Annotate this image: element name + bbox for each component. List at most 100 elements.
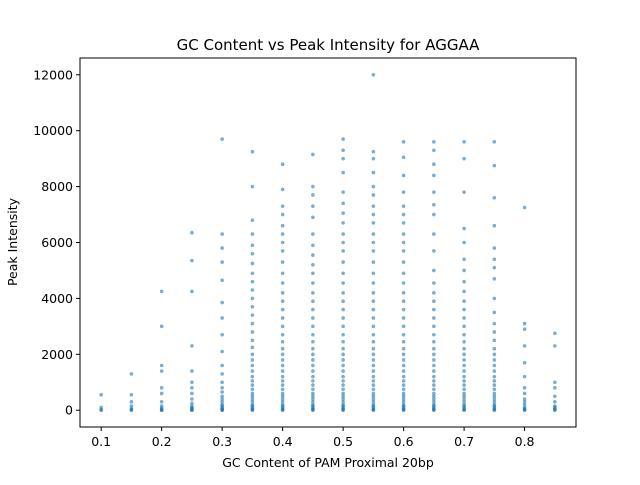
data-point (401, 232, 406, 236)
data-point (432, 400, 436, 404)
data-point (341, 394, 345, 399)
data-point (280, 387, 285, 392)
data-point (401, 379, 406, 383)
data-point (492, 379, 497, 383)
data-point (401, 387, 406, 392)
data-point (250, 251, 255, 256)
data-point (250, 338, 255, 343)
data-point (220, 246, 224, 250)
data-point (401, 402, 406, 407)
data-point (280, 369, 285, 373)
data-point (401, 332, 406, 337)
data-point (280, 162, 285, 167)
data-point (311, 204, 315, 208)
data-point (280, 352, 285, 357)
data-point (280, 332, 285, 337)
data-point (341, 316, 345, 320)
data-point (492, 374, 497, 379)
data-point (462, 379, 466, 383)
data-point (553, 386, 557, 390)
data-point (220, 400, 224, 404)
data-point (401, 316, 406, 320)
points-layer (99, 72, 557, 413)
data-point (341, 281, 345, 285)
data-point (371, 383, 376, 387)
data-point (190, 404, 194, 408)
data-point (341, 240, 345, 245)
data-point (371, 281, 376, 285)
data-point (129, 372, 134, 376)
data-point (190, 289, 194, 294)
data-point (311, 358, 315, 362)
data-point (401, 358, 406, 362)
data-point (462, 400, 466, 404)
data-point (432, 140, 436, 144)
data-point (341, 232, 345, 236)
data-point (522, 386, 527, 390)
data-point (190, 369, 194, 373)
data-point (401, 212, 406, 217)
data-point (129, 406, 134, 411)
data-point (371, 299, 376, 304)
data-point (492, 246, 497, 250)
data-point (462, 363, 466, 368)
data-point (190, 344, 194, 348)
data-point (280, 232, 285, 236)
x-tick-label: 0.2 (152, 434, 172, 449)
data-point (341, 291, 345, 295)
data-point (280, 187, 285, 192)
y-tick-label: 2000 (41, 347, 73, 362)
data-point (371, 402, 376, 407)
data-point (341, 391, 345, 396)
data-point (522, 400, 527, 404)
data-point (341, 260, 345, 264)
data-point (492, 397, 497, 401)
y-tick-label: 12000 (33, 67, 73, 82)
data-point (371, 339, 376, 344)
data-point (432, 358, 436, 362)
data-point (311, 253, 315, 257)
data-point (401, 339, 406, 344)
data-point (462, 332, 466, 337)
data-point (99, 405, 103, 410)
data-point (341, 387, 345, 392)
x-tick-label: 0.5 (333, 434, 353, 449)
data-point (341, 299, 345, 304)
data-point (341, 307, 345, 312)
data-point (280, 379, 285, 383)
data-point (462, 299, 466, 304)
data-point (311, 299, 315, 304)
data-point (280, 291, 285, 295)
data-point (432, 190, 436, 194)
data-point (311, 184, 315, 189)
data-point (432, 324, 436, 329)
x-tick-label: 0.7 (454, 434, 474, 449)
data-point (220, 397, 224, 401)
data-point (492, 330, 497, 334)
data-point (432, 383, 436, 387)
data-point (250, 184, 255, 189)
y-tick-label: 10000 (33, 123, 73, 138)
plot-frame (79, 57, 577, 428)
data-point (432, 173, 436, 178)
data-point (220, 316, 224, 320)
data-point (432, 268, 436, 273)
data-point (280, 391, 285, 396)
data-point (280, 281, 285, 285)
data-point (371, 346, 376, 351)
data-point (553, 404, 557, 408)
data-point (129, 393, 134, 397)
data-point (311, 263, 315, 267)
data-point (462, 339, 466, 344)
data-point (220, 260, 224, 264)
data-point (401, 363, 406, 368)
data-point (250, 400, 255, 404)
data-point (280, 363, 285, 368)
data-point (341, 201, 345, 206)
y-tick-label: 0 (65, 403, 73, 418)
data-point (190, 386, 194, 390)
data-point (250, 305, 255, 309)
data-point (492, 140, 497, 144)
data-point (492, 400, 497, 404)
data-point (371, 307, 376, 312)
